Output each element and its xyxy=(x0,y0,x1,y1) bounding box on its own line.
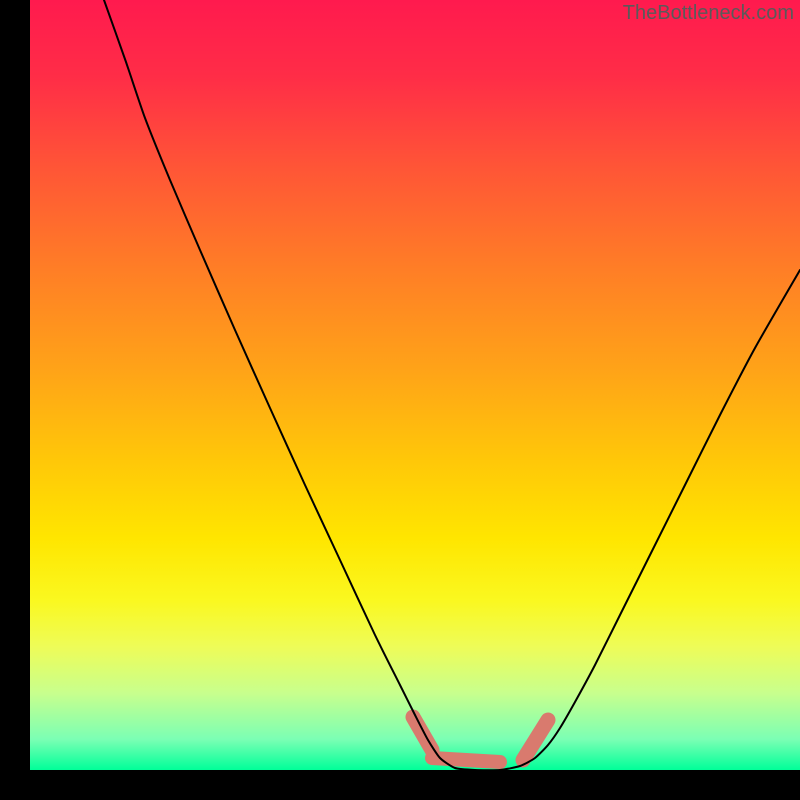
left-axis-bar xyxy=(0,0,30,800)
plot-background xyxy=(30,0,800,770)
watermark-label: TheBottleneck.com xyxy=(623,2,794,25)
bottom-axis-bar xyxy=(0,770,800,800)
chart-svg xyxy=(0,0,800,800)
bottleneck-chart: TheBottleneck.com xyxy=(0,0,800,800)
